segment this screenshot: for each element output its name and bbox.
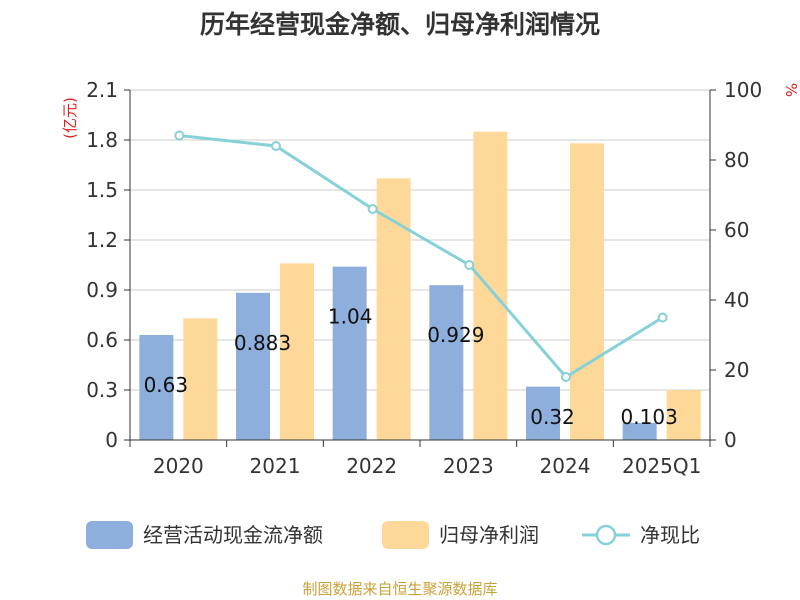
bar-net-profit: [570, 143, 604, 441]
legend-label-ratio: 净现比: [640, 523, 700, 547]
line-point: [367, 204, 378, 214]
y-right-tick-label: 0: [724, 428, 737, 452]
y-right-unit: %: [782, 83, 800, 97]
bar-net-profit: [280, 263, 314, 440]
line-point: [174, 130, 185, 141]
x-tick-label: 2021: [250, 454, 301, 478]
bar-net-profit: [183, 318, 218, 440]
y-left-tick-label: 0.6: [86, 328, 118, 352]
y-left-tick-label: 1.8: [86, 128, 118, 152]
bar-net-profit: [666, 390, 701, 440]
x-tick-label: 2022: [346, 454, 397, 478]
legend-label-cash-flow: 经营活动现金流净额: [143, 523, 323, 547]
bar-cash-flow: [526, 386, 560, 440]
line-point: [561, 372, 571, 382]
data-label: 1.04: [328, 305, 373, 329]
y-right-tick-label: 20: [724, 358, 749, 382]
bar-series: [139, 131, 701, 441]
y-left-unit: (亿元): [61, 97, 79, 139]
line-point: [464, 260, 475, 270]
y-left-tick-label: 0.9: [86, 278, 118, 302]
x-tick-label: 2020: [153, 454, 204, 478]
x-tick-label: 2023: [443, 454, 494, 478]
axes: 0 0.3 0.6 0.9 1.2 1.5 1.8 2.1 0 20 40 60 80 100 2020 20…: [86, 78, 762, 478]
chart-title: 历年经营现金净额、归母净利润情况: [200, 10, 600, 39]
legend-swatch-cash-flow: [86, 521, 133, 549]
y-left-tick-label: 1.5: [86, 178, 118, 202]
y-left-tick-label: 2.1: [86, 78, 118, 102]
legend-swatch-marker: [595, 524, 617, 546]
data-labels: 0.63 0.883 1.04 0.929 0.32 0.103: [144, 305, 678, 429]
x-tick-label: 2024: [540, 454, 591, 478]
legend-label-net-profit: 归母净利润: [439, 523, 539, 547]
data-label: 0.883: [234, 331, 291, 355]
line-point: [657, 312, 668, 323]
y-right-tick-label: 40: [724, 288, 749, 312]
bar-cash-flow: [332, 266, 367, 440]
bar-net-profit: [473, 131, 508, 440]
data-label: 0.103: [621, 405, 678, 429]
y-right-tick-label: 80: [724, 148, 749, 172]
legend: 经营活动现金流净额 归母净利润 净现比: [86, 521, 700, 549]
line-net-cash-ratio: [179, 134, 664, 379]
data-label: 0.929: [427, 323, 484, 347]
data-label: 0.63: [144, 373, 189, 397]
bar-cash-flow: [236, 292, 270, 440]
y-left-tick-label: 1.2: [86, 228, 118, 252]
legend-swatch-net-profit: [382, 521, 429, 549]
y-right-tick-label: 100: [724, 78, 762, 102]
bar-cash-flow: [139, 335, 174, 440]
bar-cash-flow: [429, 285, 464, 440]
data-label: 0.32: [530, 405, 575, 429]
y-left-tick-label: 0: [105, 428, 118, 452]
y-right-tick-label: 60: [724, 218, 749, 242]
bar-cash-flow: [622, 422, 657, 440]
x-tick-label: 2025Q1: [622, 454, 701, 478]
y-left-tick-label: 0.3: [86, 378, 118, 402]
line-point: [271, 141, 281, 151]
source-note: 制图数据来自恒生聚源数据库: [302, 580, 497, 598]
line-series: [174, 130, 668, 382]
bar-net-profit: [376, 178, 411, 441]
